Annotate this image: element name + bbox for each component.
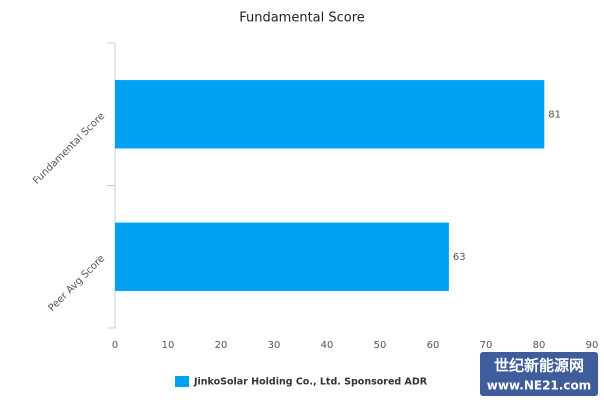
- chart-title: Fundamental Score: [239, 11, 365, 26]
- watermark: 世纪新能源网 www.NE21.com: [480, 352, 598, 396]
- y-tick-label: Peer Avg Score: [46, 253, 107, 314]
- y-tick-label: Fundamental Score: [31, 111, 107, 187]
- x-tick-label: 10: [162, 340, 175, 351]
- x-tick-label: 30: [268, 340, 281, 351]
- watermark-url: www.NE21.com: [487, 379, 591, 393]
- x-tick-label: 50: [374, 340, 387, 351]
- x-tick-label: 40: [321, 340, 334, 351]
- legend-swatch: [175, 376, 189, 387]
- data-label: 81: [548, 109, 561, 120]
- x-tick-label: 0: [112, 340, 118, 351]
- watermark-name: 世纪新能源网: [494, 357, 584, 375]
- x-tick-label: 70: [480, 340, 493, 351]
- watermark-box: [480, 352, 598, 396]
- data-label: 63: [453, 252, 466, 263]
- legend-label: JinkoSolar Holding Co., Ltd. Sponsored A…: [193, 377, 428, 388]
- x-tick-label: 20: [215, 340, 228, 351]
- bar: [115, 222, 449, 291]
- bar: [115, 80, 545, 149]
- x-tick-label: 80: [533, 340, 546, 351]
- x-tick-label: 90: [586, 340, 599, 351]
- x-tick-label: 60: [427, 340, 440, 351]
